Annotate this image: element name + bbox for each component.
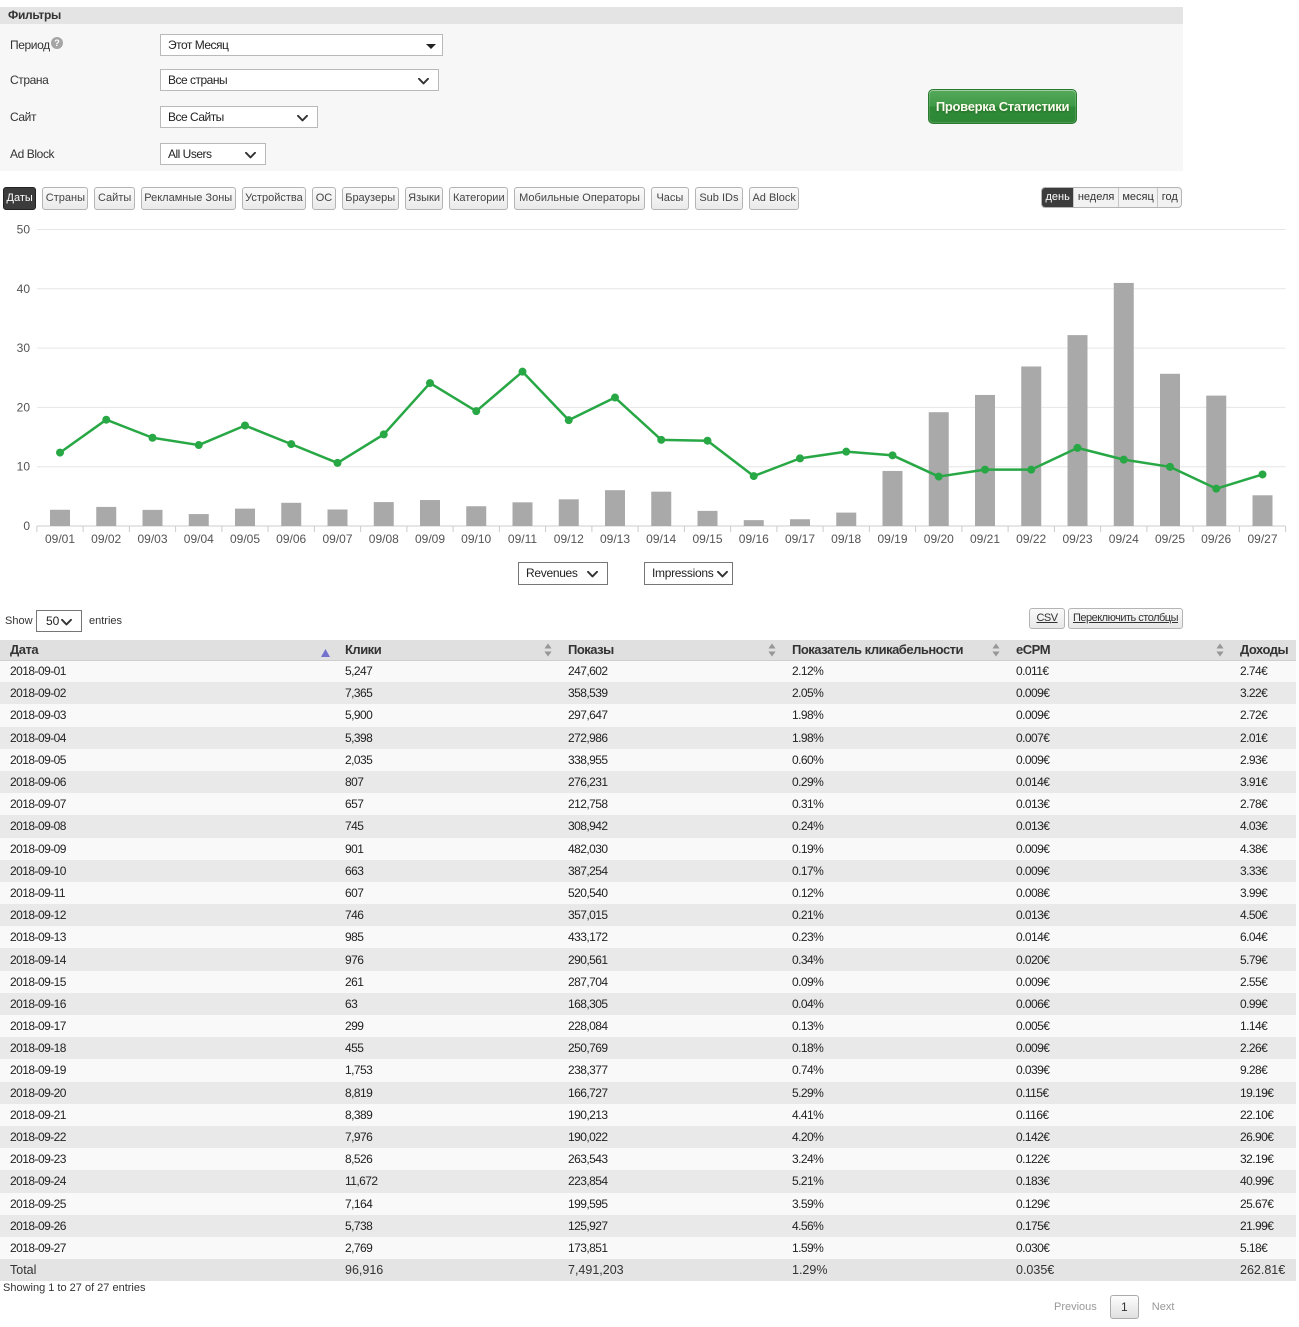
svg-text:09/26: 09/26 (1201, 532, 1231, 546)
svg-text:09/07: 09/07 (322, 532, 352, 546)
svg-text:09/08: 09/08 (369, 532, 399, 546)
svg-text:09/16: 09/16 (739, 532, 769, 546)
svg-text:09/24: 09/24 (1109, 532, 1139, 546)
svg-text:09/14: 09/14 (646, 532, 676, 546)
svg-text:09/11: 09/11 (508, 532, 537, 546)
svg-text:09/09: 09/09 (415, 532, 445, 546)
svg-text:09/05: 09/05 (230, 532, 260, 546)
svg-text:09/23: 09/23 (1062, 532, 1092, 546)
svg-text:30: 30 (17, 341, 31, 355)
svg-text:40: 40 (17, 282, 31, 296)
svg-text:09/15: 09/15 (692, 532, 722, 546)
svg-text:10: 10 (17, 460, 31, 474)
svg-text:20: 20 (17, 400, 31, 414)
svg-text:09/02: 09/02 (91, 532, 121, 546)
svg-text:09/21: 09/21 (970, 532, 1000, 546)
svg-text:09/13: 09/13 (600, 532, 630, 546)
svg-text:09/20: 09/20 (924, 532, 954, 546)
svg-text:0: 0 (23, 519, 30, 533)
svg-text:09/01: 09/01 (45, 532, 75, 546)
svg-text:09/25: 09/25 (1155, 532, 1185, 546)
svg-text:09/17: 09/17 (785, 532, 815, 546)
svg-text:09/12: 09/12 (554, 532, 584, 546)
svg-text:09/22: 09/22 (1016, 532, 1046, 546)
svg-text:09/06: 09/06 (276, 532, 306, 546)
svg-text:09/19: 09/19 (877, 532, 907, 546)
svg-text:50: 50 (17, 223, 31, 237)
svg-text:09/04: 09/04 (184, 532, 214, 546)
svg-text:09/18: 09/18 (831, 532, 861, 546)
svg-text:09/10: 09/10 (461, 532, 491, 546)
svg-text:09/27: 09/27 (1247, 532, 1277, 546)
svg-text:09/03: 09/03 (137, 532, 167, 546)
